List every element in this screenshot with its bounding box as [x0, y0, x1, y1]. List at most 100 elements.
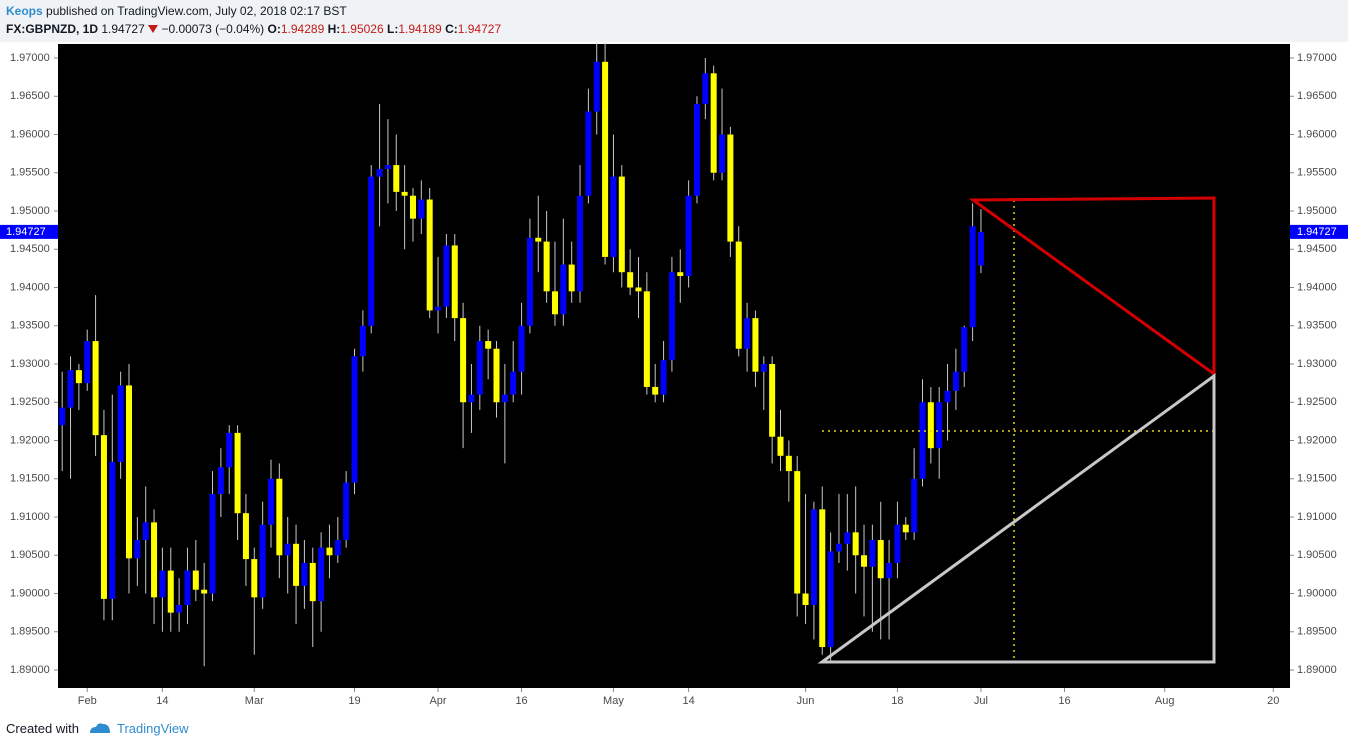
candle-body: [493, 348, 500, 403]
candle-body: [251, 559, 258, 598]
candle-body: [618, 176, 625, 273]
candle-body: [810, 509, 817, 605]
author[interactable]: Keops: [6, 3, 43, 18]
y2-tick-label: 1.90500: [1297, 549, 1337, 561]
y2-tick-label: 1.92000: [1297, 434, 1337, 446]
candle-body: [643, 291, 650, 387]
y2-tick-label: 1.93000: [1297, 358, 1337, 370]
candle-body: [84, 341, 91, 384]
candle-body: [693, 103, 700, 196]
candle-body: [476, 341, 483, 395]
candle-body: [543, 241, 550, 292]
candle-body: [217, 467, 224, 495]
candle-body: [627, 272, 634, 288]
high-label: H:: [327, 21, 341, 36]
candle-body: [635, 287, 642, 292]
candle-body: [109, 461, 116, 599]
candle-body: [351, 356, 358, 483]
candle-body: [702, 73, 709, 104]
y2-tick-label: 1.91000: [1297, 511, 1337, 523]
candle-body: [67, 370, 74, 408]
candle-body: [501, 394, 508, 403]
candle-body: [535, 237, 542, 242]
y-tick-label: 1.90000: [10, 587, 50, 599]
candle-body: [969, 226, 976, 328]
last-price-tag: [1290, 224, 1348, 239]
y-tick-label: 1.96500: [10, 90, 50, 102]
candle-body: [769, 364, 776, 437]
y-tick-label: 1.96000: [10, 128, 50, 140]
candle-body: [125, 385, 133, 559]
candle-body: [835, 543, 842, 552]
candle-body: [159, 570, 166, 598]
x-tick-label: 20: [1267, 695, 1279, 707]
candle-body: [326, 547, 333, 556]
y-tick-label: 1.89500: [10, 626, 50, 638]
y-tick-label: 1.97000: [10, 52, 50, 64]
y2-tick-label: 1.94000: [1297, 281, 1337, 293]
candle-body: [75, 370, 82, 384]
y-tick-label: 1.91500: [10, 473, 50, 485]
candle-body: [485, 341, 492, 349]
candle-body: [802, 593, 809, 605]
candle-body: [176, 604, 183, 613]
candle-body: [794, 471, 801, 594]
y2-tick-label: 1.89000: [1297, 664, 1337, 676]
candle-body: [334, 539, 341, 556]
open-label: O:: [267, 21, 281, 36]
candle-body: [401, 191, 408, 196]
candle-body: [568, 264, 575, 292]
y-tick-label: 1.89000: [10, 664, 50, 676]
last-price: 1.94727: [101, 21, 145, 36]
candle-body: [426, 199, 433, 311]
candle-body: [100, 435, 107, 599]
y-tick-label: 1.95000: [10, 205, 50, 217]
white-triangle: [817, 373, 1216, 664]
axes: 1.89000 1.89000 1.89500 1.89500 1.90000 1.900…: [0, 52, 1348, 707]
candle-body: [919, 402, 926, 479]
last-price-label: 1.94727: [1297, 226, 1337, 238]
candle-body: [59, 407, 66, 426]
candle-body: [92, 341, 99, 436]
candle-body: [551, 291, 558, 315]
x-tick-label: 16: [1058, 695, 1070, 707]
y2-tick-label: 1.90000: [1297, 587, 1337, 599]
candle-body: [226, 432, 233, 468]
y-tick-label: 1.90500: [10, 549, 50, 561]
candle-body: [209, 494, 216, 594]
candle-body: [167, 570, 174, 613]
close-label: C:: [445, 21, 458, 36]
candle-body: [727, 134, 734, 242]
change: −0.00073 (−0.04%): [161, 21, 265, 36]
brand[interactable]: TradingView: [117, 721, 189, 736]
close-value: 1.94727: [457, 21, 502, 36]
candle-body: [660, 360, 667, 395]
candle-body: [393, 165, 400, 192]
quote-line: FX:GBPNZD, 1D 1.94727 −0.00073 (−0.04%) …: [6, 21, 501, 36]
candle-body: [309, 562, 316, 602]
candle-body: [510, 371, 517, 395]
candle-body: [234, 432, 241, 514]
candle-body: [201, 589, 208, 594]
drawings: [817, 196, 1216, 664]
y2-tick-label: 1.93500: [1297, 320, 1337, 332]
candle-body: [902, 524, 909, 533]
byline: published on TradingView.com, July 02, 2…: [46, 3, 347, 18]
candle-body: [151, 522, 158, 598]
candle-body: [861, 555, 868, 567]
x-tick-label: Apr: [429, 695, 446, 707]
candle-body: [560, 264, 567, 315]
candle-body: [777, 436, 784, 456]
x-tick-label: Mar: [245, 695, 264, 707]
x-tick-label: Jun: [797, 695, 815, 707]
footer-text: Created with: [6, 721, 79, 736]
open-value: 1.94289: [280, 21, 325, 36]
candle-body: [961, 327, 968, 372]
candle-body: [443, 245, 450, 307]
candle-body: [652, 386, 659, 395]
y2-tick-label: 1.96000: [1297, 128, 1337, 140]
candle-body: [735, 241, 742, 349]
candle-body: [827, 551, 834, 648]
y2-tick-label: 1.96500: [1297, 90, 1337, 102]
candle-body: [460, 318, 467, 403]
